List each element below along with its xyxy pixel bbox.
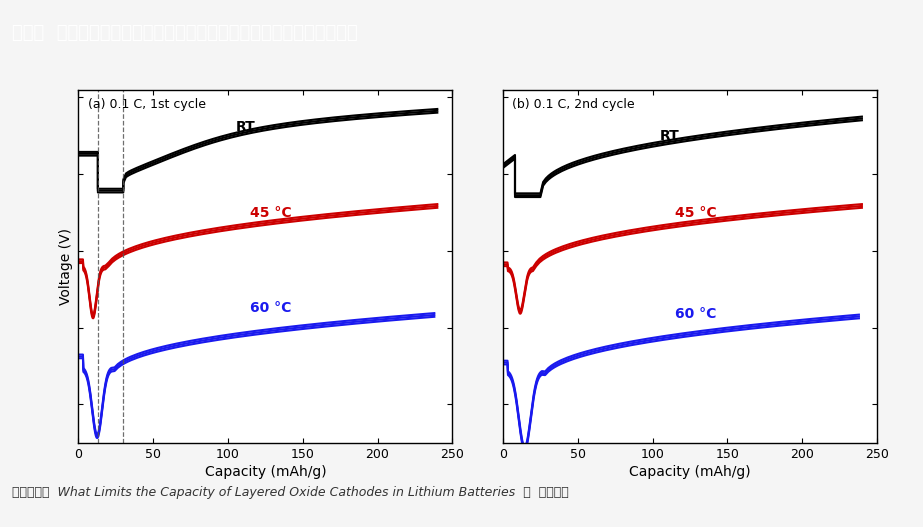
X-axis label: Capacity (mAh/g): Capacity (mAh/g) [205,465,326,479]
Text: 60 °C: 60 °C [250,301,292,315]
Text: 图表：  不同温度下第一次循环和第二次循环高镍三元正极容量变化情况: 图表： 不同温度下第一次循环和第二次循环高镍三元正极容量变化情况 [12,24,358,42]
Text: 45 °C: 45 °C [250,206,292,220]
Text: RT: RT [660,129,679,143]
Text: 60 °C: 60 °C [675,307,716,321]
Text: (a) 0.1 C, 1st cycle: (a) 0.1 C, 1st cycle [88,99,206,111]
Text: RT: RT [235,120,255,134]
X-axis label: Capacity (mAh/g): Capacity (mAh/g) [629,465,750,479]
Y-axis label: Voltage (V): Voltage (V) [59,228,73,305]
Text: 45 °C: 45 °C [675,206,716,220]
Text: 资料来源：  What Limits the Capacity of Layered Oxide Cathodes in Lithium Batteries  : 资料来源： What Limits the Capacity of Layere… [12,486,569,499]
Text: (b) 0.1 C, 2nd cycle: (b) 0.1 C, 2nd cycle [512,99,635,111]
